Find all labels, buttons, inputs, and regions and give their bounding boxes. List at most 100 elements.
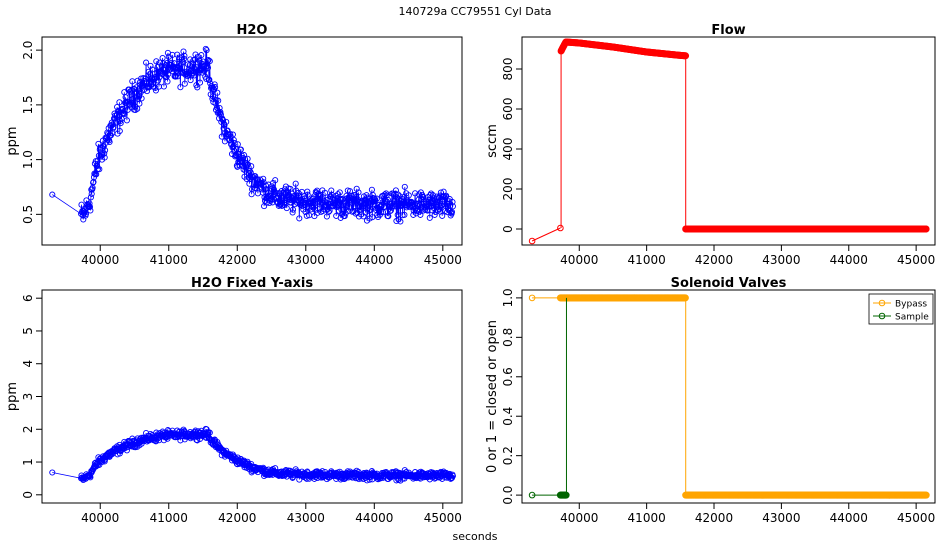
y-tick-label: 4 xyxy=(21,360,35,368)
y-tick-label: 1.5 xyxy=(21,95,35,114)
y-tick-label: 0.5 xyxy=(21,205,35,224)
data-point xyxy=(289,206,297,213)
data-point xyxy=(302,208,309,216)
data-point xyxy=(313,197,320,204)
data-point xyxy=(102,147,109,154)
data-point xyxy=(120,110,127,117)
y-tick-label: 800 xyxy=(501,58,515,81)
data-point xyxy=(336,189,343,196)
panel-title: H2O Fixed Y-axis xyxy=(191,276,313,291)
panel-h2o-fixed: H2O Fixed Y-axis 40000 41000 42000 43000 4400… xyxy=(5,276,463,525)
data-point xyxy=(147,62,154,69)
data-point xyxy=(283,205,290,212)
data-point xyxy=(446,198,453,205)
data-point xyxy=(292,180,299,187)
data-point xyxy=(221,122,228,129)
data-point xyxy=(341,213,348,220)
data-point xyxy=(202,45,209,52)
data-point xyxy=(87,207,94,214)
data-point xyxy=(922,491,930,499)
data-point xyxy=(113,119,120,126)
data-point xyxy=(116,99,123,106)
data-point xyxy=(86,200,93,207)
x-tick-label: 42000 xyxy=(218,511,256,525)
y-tick-label: 0.6 xyxy=(501,367,515,386)
data-point xyxy=(381,203,388,210)
data-point xyxy=(195,53,202,60)
x-tick-label: 42000 xyxy=(695,253,733,267)
y-tick-label: 2.0 xyxy=(21,41,35,60)
flow-start-line xyxy=(531,227,561,242)
x-tick-label: 43000 xyxy=(762,511,800,525)
data-point xyxy=(110,124,117,131)
data-point xyxy=(156,59,163,66)
data-point xyxy=(101,150,108,157)
x-tick-label: 42000 xyxy=(218,253,256,267)
data-point xyxy=(204,64,212,71)
y-tick-label: 600 xyxy=(501,98,515,121)
legend-marker xyxy=(878,312,886,320)
y-tick-label: 0.8 xyxy=(501,328,515,347)
data-point xyxy=(403,204,410,211)
data-point xyxy=(334,195,341,202)
data-point xyxy=(401,211,408,218)
x-tick-label: 41000 xyxy=(628,253,666,267)
y-axis-label: ppm xyxy=(5,126,20,155)
data-point xyxy=(181,80,188,87)
data-point xyxy=(116,127,123,135)
data-point xyxy=(170,63,177,70)
y-tick-label: 200 xyxy=(501,178,515,201)
data-point xyxy=(177,84,184,91)
data-point xyxy=(241,155,248,162)
data-point xyxy=(106,138,113,146)
data-point xyxy=(243,175,250,183)
x-tick-label: 41000 xyxy=(628,511,666,525)
data-point xyxy=(88,190,95,197)
data-point xyxy=(241,152,248,159)
data-point xyxy=(155,77,162,84)
data-point xyxy=(146,84,153,91)
data-point xyxy=(231,454,238,461)
data-point xyxy=(262,182,269,189)
y-tick-label: 0.4 xyxy=(501,407,515,426)
bypass-line xyxy=(532,297,927,496)
x-tick-label: 44000 xyxy=(355,511,393,525)
panel-title: Solenoid Valves xyxy=(671,276,787,291)
data-point xyxy=(206,76,213,83)
data-point xyxy=(328,191,335,198)
data-point xyxy=(206,429,213,436)
y-tick-label: 2 xyxy=(21,425,35,433)
data-point xyxy=(138,95,145,102)
data-point xyxy=(245,161,252,168)
data-point xyxy=(326,207,333,214)
data-point xyxy=(426,214,433,221)
plot-box xyxy=(521,289,936,504)
data-point xyxy=(429,192,436,199)
data-point xyxy=(439,212,446,219)
data-point xyxy=(528,294,536,302)
legend-label: Bypass xyxy=(895,300,927,310)
plot-box xyxy=(521,36,936,246)
y-tick-label: 0 xyxy=(501,225,515,233)
data-point xyxy=(260,175,267,182)
legend: Bypass Sample xyxy=(868,293,934,325)
data-point xyxy=(314,199,322,206)
data-point xyxy=(304,188,311,195)
data-point xyxy=(174,73,181,80)
data-point xyxy=(86,203,94,210)
x-tick-label: 44000 xyxy=(830,511,868,525)
data-point xyxy=(335,207,342,214)
data-point xyxy=(204,57,211,64)
data-point xyxy=(218,133,225,140)
x-tick-label: 40000 xyxy=(81,253,119,267)
common-x-label: seconds xyxy=(452,530,498,543)
data-point xyxy=(448,208,456,216)
data-point xyxy=(328,187,335,194)
data-point xyxy=(378,209,385,216)
data-point xyxy=(230,136,237,143)
data-point xyxy=(252,185,259,192)
data-point xyxy=(270,186,277,193)
data-point xyxy=(215,97,222,104)
data-point xyxy=(449,472,456,480)
